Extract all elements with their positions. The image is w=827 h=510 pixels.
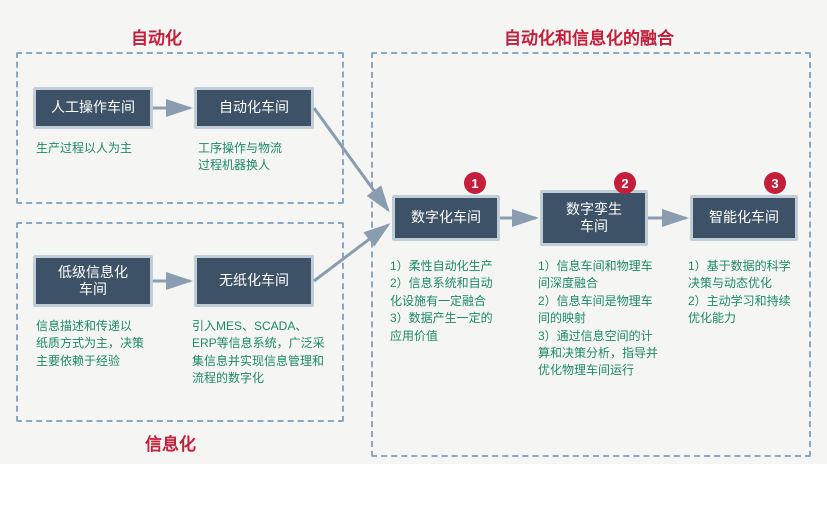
arrows bbox=[0, 0, 827, 510]
diagram-canvas: 自动化 信息化 自动化和信息化的融合 人工操作车间 自动化车间 低级信息化车间 … bbox=[0, 0, 827, 510]
